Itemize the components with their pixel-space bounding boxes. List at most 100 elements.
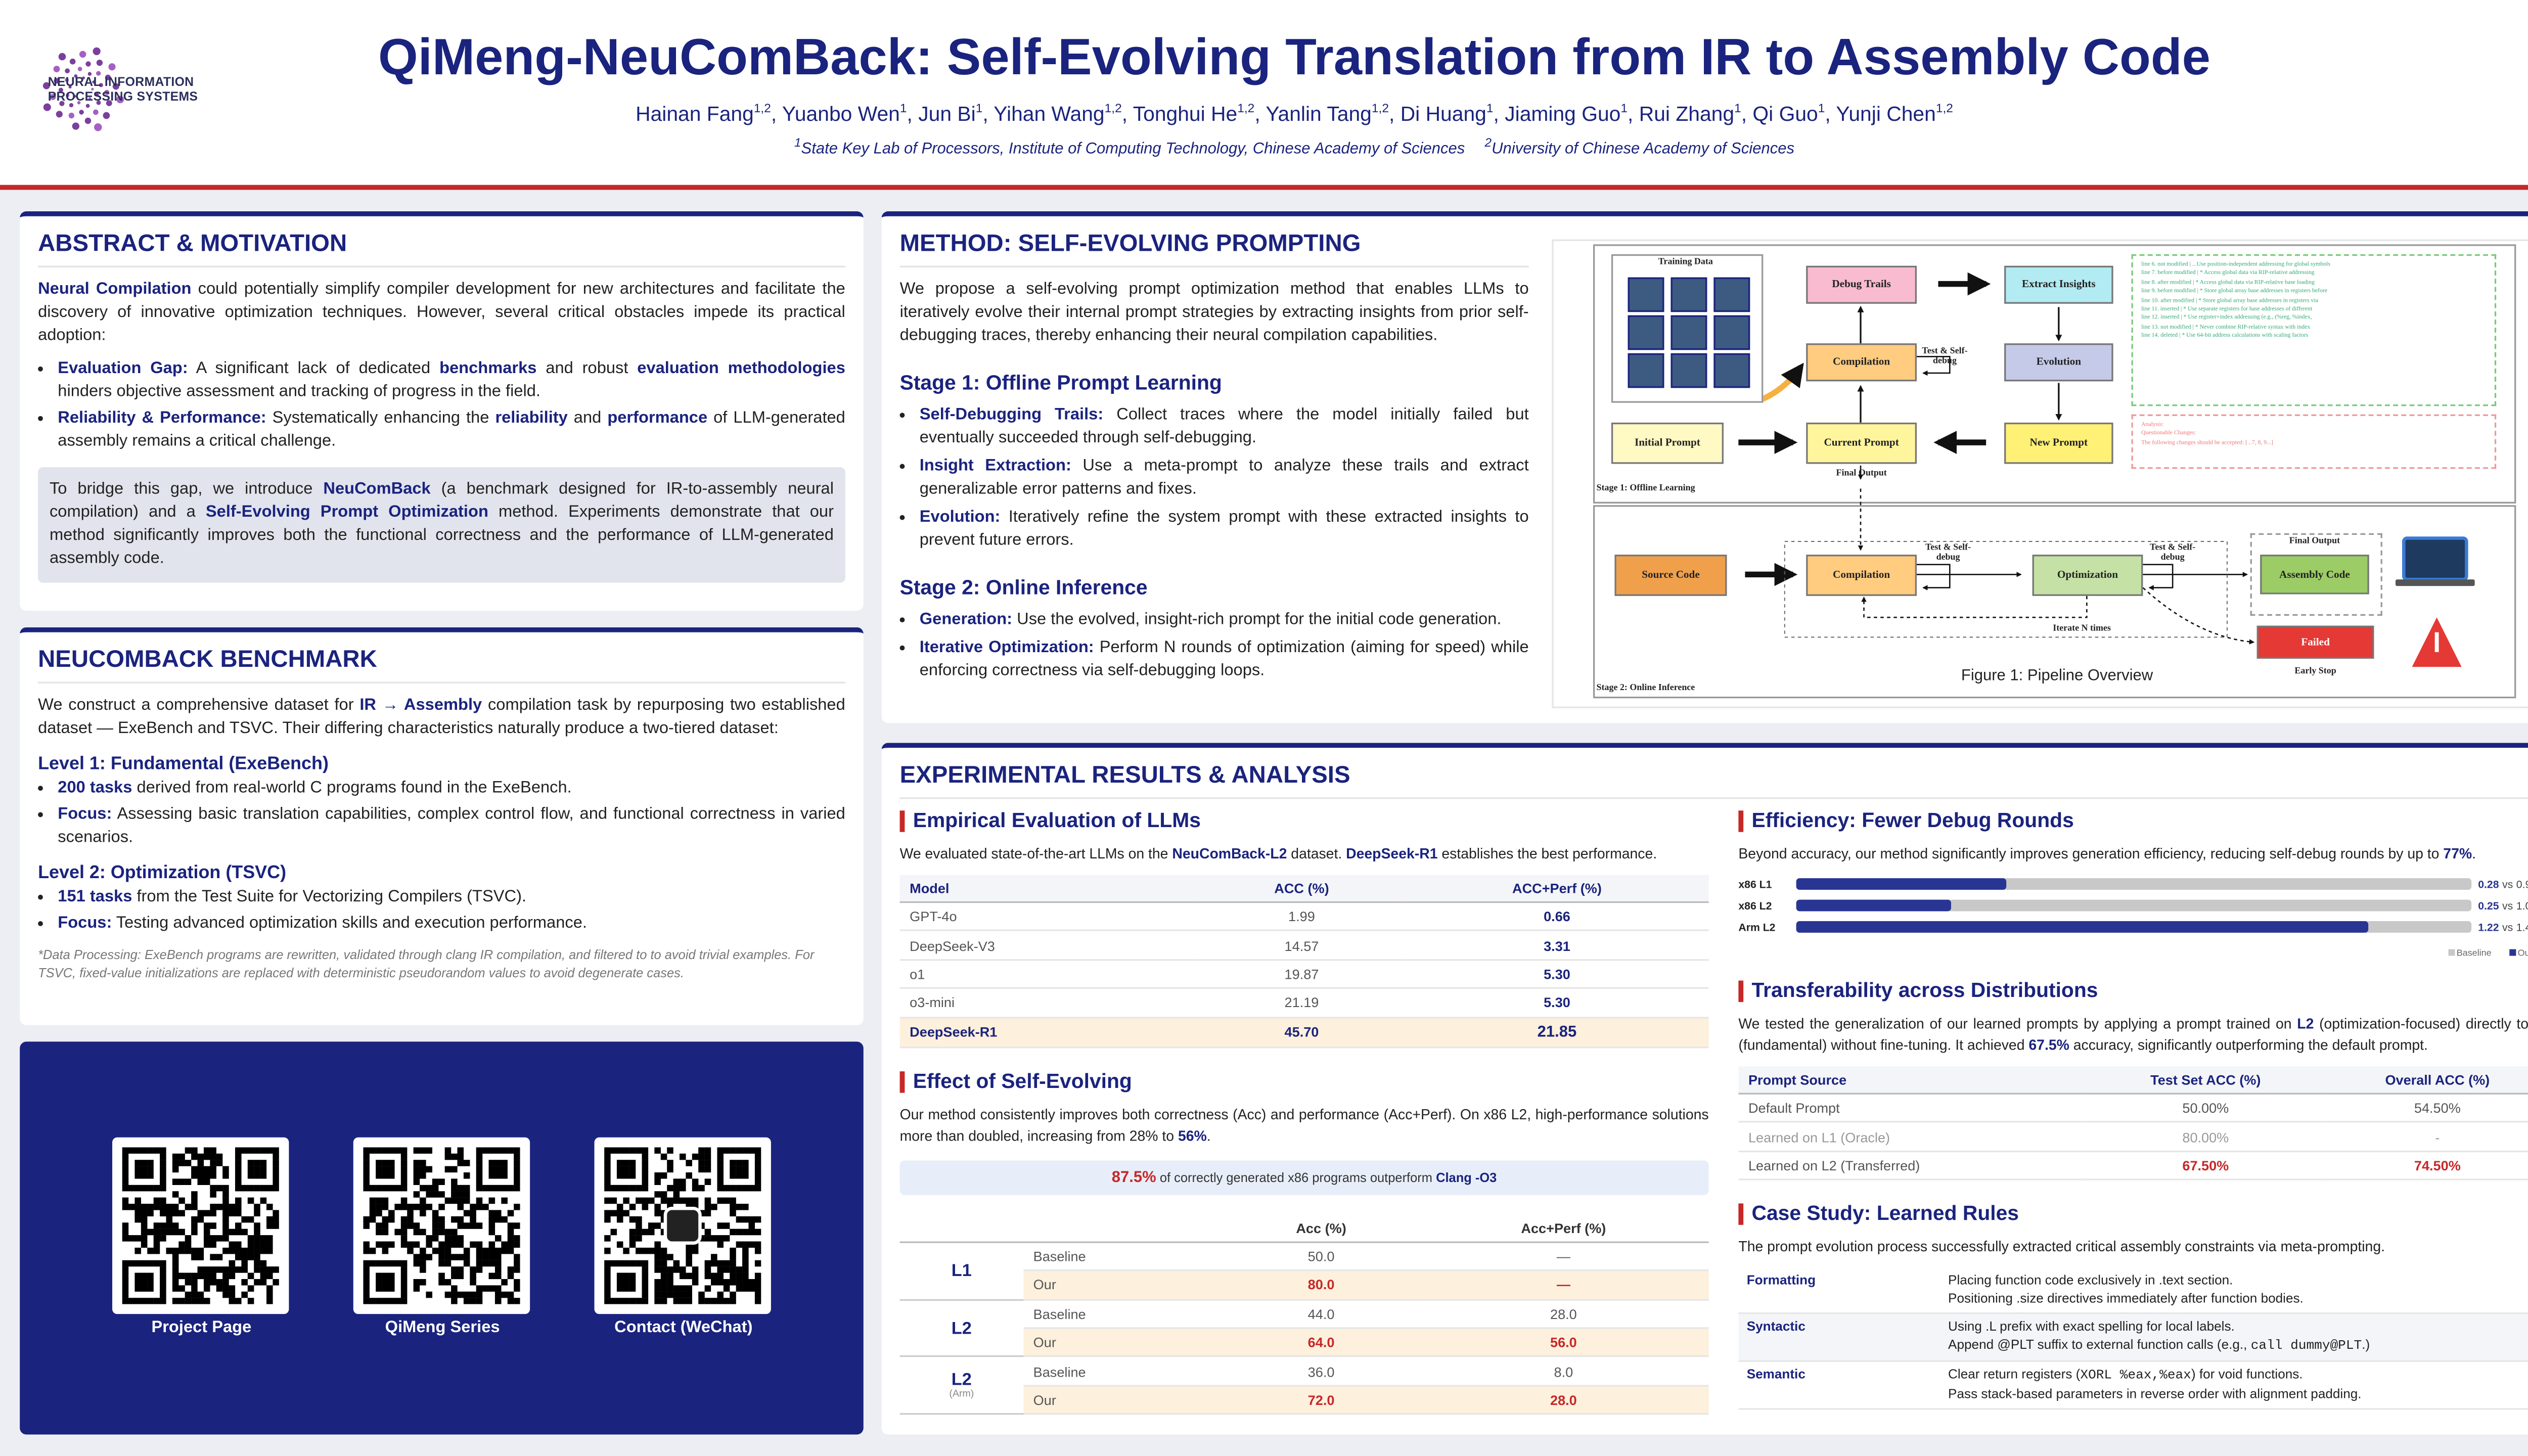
qr-module	[185, 1272, 192, 1280]
qr-module	[241, 1228, 248, 1236]
qr-module	[673, 1197, 680, 1204]
cell: 54.50%	[2324, 1094, 2528, 1123]
qr-module	[711, 1254, 717, 1260]
qr-module	[369, 1210, 376, 1217]
qr-module	[704, 1178, 711, 1185]
bar-label: Arm L2	[1738, 922, 1775, 934]
qr-code	[594, 1137, 771, 1314]
qr-module	[642, 1166, 649, 1173]
qr-module	[153, 1222, 160, 1229]
qr-module	[382, 1172, 389, 1179]
qr-module	[470, 1272, 476, 1280]
qr-module	[616, 1241, 623, 1248]
qr-module	[748, 1285, 755, 1292]
qr-module	[382, 1241, 389, 1248]
cell: DeepSeek-R1	[899, 1017, 1198, 1049]
arrow	[2143, 564, 2174, 590]
qr-module	[222, 1216, 229, 1223]
qr-module	[122, 1222, 129, 1229]
text-run: ) for void functions.	[2191, 1367, 2303, 1382]
level-cell: L2	[899, 1299, 1024, 1358]
logo-text: NEURAL INFORMATION	[48, 74, 194, 89]
qr-module	[717, 1172, 724, 1179]
document-icon	[1628, 315, 1664, 350]
qr-module	[686, 1298, 692, 1304]
qr-module	[134, 1279, 142, 1286]
qr-module	[673, 1298, 680, 1304]
qr-module	[717, 1197, 724, 1204]
qr-module	[514, 1235, 520, 1242]
qr-module	[654, 1247, 661, 1254]
text-run: (fundamental) without fine-tuning. It ac…	[1738, 1036, 2029, 1054]
qr-module	[673, 1285, 680, 1292]
qr-module	[413, 1204, 420, 1210]
qr-module	[260, 1147, 267, 1154]
qr-module	[476, 1178, 483, 1185]
emphasis: L2	[2297, 1015, 2314, 1032]
qr-module	[642, 1228, 649, 1236]
bar-ours	[1796, 921, 2369, 933]
qr-module	[438, 1191, 445, 1198]
qr-module	[153, 1241, 160, 1248]
arrow	[1917, 355, 1951, 376]
qr-module	[667, 1285, 673, 1292]
qr-module	[514, 1178, 520, 1185]
qr-module	[407, 1216, 414, 1223]
bar-ours	[1796, 878, 2007, 890]
qr-module	[488, 1172, 495, 1179]
qr-module	[229, 1266, 236, 1273]
qr-module	[400, 1285, 408, 1292]
qr-module	[363, 1166, 370, 1173]
qr-module	[260, 1266, 267, 1273]
cell: 80.00%	[2087, 1122, 2324, 1152]
qr-module	[235, 1178, 242, 1185]
logo-dot	[105, 74, 111, 80]
qr-module	[178, 1178, 185, 1185]
qr-module	[394, 1147, 401, 1154]
qr-module	[642, 1298, 649, 1304]
qr-module	[382, 1272, 389, 1280]
qr-module	[692, 1247, 699, 1254]
qr-module	[172, 1204, 179, 1210]
qr-module	[266, 1298, 273, 1304]
legend-label: Baseline	[2457, 948, 2492, 958]
level-sub: (Arm)	[949, 1390, 974, 1400]
table: Prompt Source Test Set ACC (%) Overall ACC…	[1738, 1066, 2528, 1181]
qr-module	[457, 1153, 464, 1160]
qr-module	[376, 1166, 382, 1173]
qr-module	[470, 1298, 476, 1304]
cell: 19.87	[1198, 959, 1406, 989]
qr-module	[266, 1291, 273, 1298]
qr-module	[686, 1272, 692, 1280]
qr-module	[463, 1291, 470, 1298]
author-name: Yihan Wang	[994, 102, 1105, 126]
qr-module	[210, 1254, 216, 1260]
qr-module	[134, 1272, 142, 1280]
pipeline-label: Training Data	[1658, 257, 1713, 267]
qr-module	[141, 1241, 148, 1248]
emphasis: 200 tasks	[58, 779, 132, 798]
qr-module	[254, 1228, 260, 1236]
qr-module	[717, 1185, 724, 1192]
qr-module	[476, 1266, 483, 1273]
qr-module	[514, 1153, 520, 1160]
qr-module	[160, 1279, 166, 1286]
benchmark-panel: NEUCOMBACK BENCHMARK We construct a compr…	[20, 627, 864, 1025]
qr-module	[698, 1291, 705, 1298]
column-header	[1023, 1214, 1224, 1243]
qr-module	[438, 1228, 445, 1236]
bar-ours	[1796, 899, 1951, 912]
qr-module	[642, 1285, 649, 1292]
qr-module	[178, 1298, 185, 1304]
qr-module	[363, 1153, 370, 1160]
qr-module	[660, 1279, 667, 1286]
qr-module	[463, 1172, 470, 1179]
qr-module	[216, 1266, 223, 1273]
cell: 50.0	[1224, 1242, 1419, 1272]
qr-module	[754, 1166, 761, 1173]
qr-module	[400, 1228, 408, 1236]
qr-module	[488, 1285, 495, 1292]
text-run: Placing function code exclusively in .te…	[1948, 1272, 2233, 1288]
pipeline-node: Compilation	[1806, 343, 1917, 382]
qr-module	[376, 1160, 382, 1166]
